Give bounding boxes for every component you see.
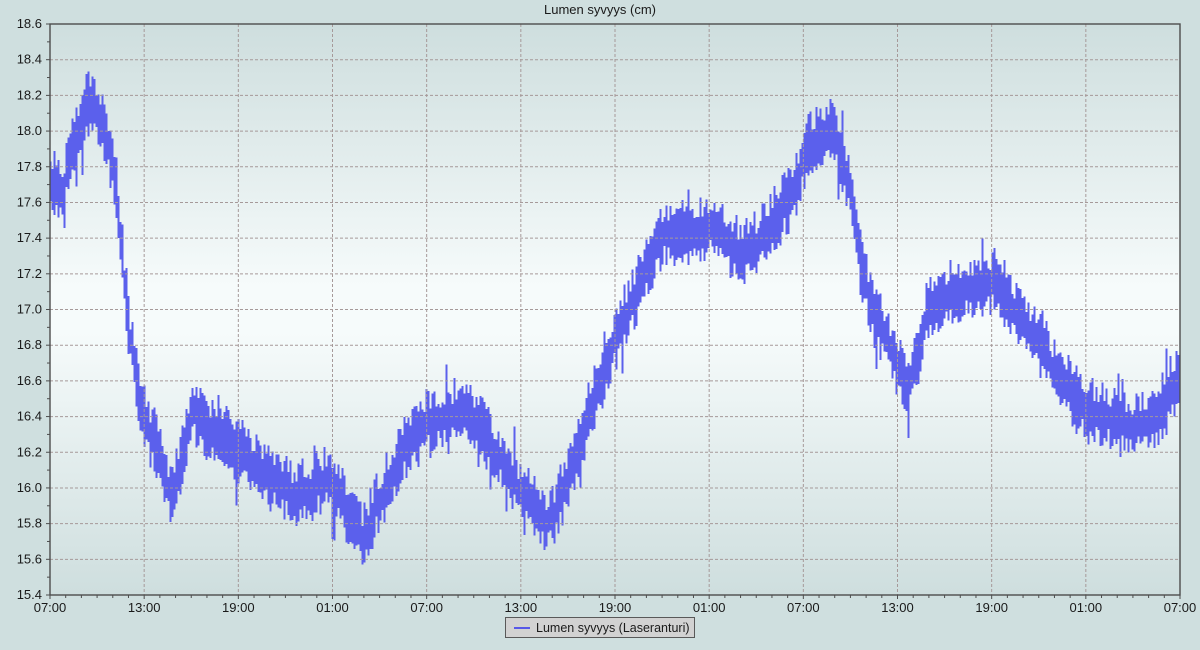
svg-text:18.0: 18.0 — [17, 123, 42, 138]
svg-text:07:00: 07:00 — [1164, 600, 1197, 615]
svg-text:01:00: 01:00 — [316, 600, 349, 615]
svg-text:16.6: 16.6 — [17, 373, 42, 388]
svg-text:13:00: 13:00 — [881, 600, 914, 615]
svg-text:13:00: 13:00 — [128, 600, 161, 615]
svg-text:16.2: 16.2 — [17, 444, 42, 459]
svg-text:19:00: 19:00 — [599, 600, 632, 615]
svg-text:16.0: 16.0 — [17, 480, 42, 495]
svg-text:17.6: 17.6 — [17, 194, 42, 209]
svg-text:15.6: 15.6 — [17, 551, 42, 566]
svg-text:19:00: 19:00 — [975, 600, 1008, 615]
svg-text:18.2: 18.2 — [17, 87, 42, 102]
svg-text:19:00: 19:00 — [222, 600, 255, 615]
svg-text:17.4: 17.4 — [17, 230, 42, 245]
svg-text:17.0: 17.0 — [17, 302, 42, 317]
svg-text:17.2: 17.2 — [17, 266, 42, 281]
svg-text:13:00: 13:00 — [505, 600, 538, 615]
svg-text:Lumen syvyys (cm): Lumen syvyys (cm) — [544, 2, 656, 17]
svg-text:17.8: 17.8 — [17, 159, 42, 174]
svg-text:07:00: 07:00 — [34, 600, 67, 615]
svg-text:01:00: 01:00 — [1070, 600, 1103, 615]
svg-text:01:00: 01:00 — [693, 600, 726, 615]
svg-text:16.8: 16.8 — [17, 337, 42, 352]
svg-text:07:00: 07:00 — [787, 600, 820, 615]
svg-text:16.4: 16.4 — [17, 409, 42, 424]
svg-text:18.4: 18.4 — [17, 52, 42, 67]
svg-text:18.6: 18.6 — [17, 16, 42, 31]
svg-text:07:00: 07:00 — [410, 600, 443, 615]
svg-text:15.8: 15.8 — [17, 516, 42, 531]
